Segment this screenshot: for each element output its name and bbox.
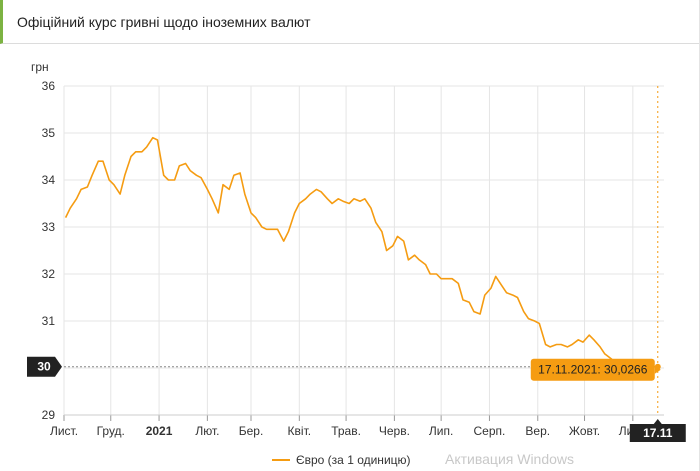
windows-activation-watermark: Активация Windows — [445, 451, 575, 467]
y-tick-label: 36 — [42, 79, 56, 93]
y-highlight-flag — [27, 356, 62, 377]
x-tick-label: Лип. — [429, 424, 453, 438]
y-tick-label: 31 — [42, 314, 56, 328]
x-highlight-box — [629, 419, 686, 442]
y-tick-label: 35 — [42, 126, 56, 140]
y-tick-label: 34 — [42, 173, 56, 187]
y-axis-label: грн — [31, 60, 49, 74]
y-highlight-label: 30 — [37, 360, 51, 374]
x-tick-label: Лист. — [50, 424, 78, 438]
panel-header: Офіційний курс гривні щодо іноземних вал… — [0, 0, 699, 44]
x-tick-label: Жовт. — [569, 424, 600, 438]
x-tick-label: Черв. — [379, 424, 410, 438]
panel-title: Офіційний курс гривні щодо іноземних вал… — [17, 14, 311, 30]
y-tick-label: 29 — [42, 408, 56, 422]
legend-label-euro: Євро (за 1 одиницю) — [296, 453, 411, 467]
exchange-rate-chart: 29 30 31 32 33 34 35 36 Лист. Груд. 2021 Лют. Бер. Кв… — [27, 60, 686, 467]
series-line-euro — [64, 136, 658, 368]
y-tick-label: 33 — [42, 220, 56, 234]
x-tick-label: Квіт. — [288, 424, 312, 438]
x-tick-label: Вер. — [525, 424, 550, 438]
x-tick-label: Груд. — [97, 424, 125, 438]
tooltip-box — [530, 358, 655, 381]
tooltip-text: 17.11.2021: 30,0266 — [538, 363, 648, 377]
x-tick-label: Лют. — [195, 424, 219, 438]
x-tick-label: Серп. — [474, 424, 506, 438]
y-tick-label: 32 — [42, 267, 56, 281]
x-tick-label: Трав. — [331, 424, 361, 438]
x-tick-label: 2021 — [146, 424, 173, 438]
x-tick-label: Бер. — [239, 424, 264, 438]
highlight-point — [654, 363, 661, 370]
x-highlight-label: 17.11 — [643, 426, 673, 440]
